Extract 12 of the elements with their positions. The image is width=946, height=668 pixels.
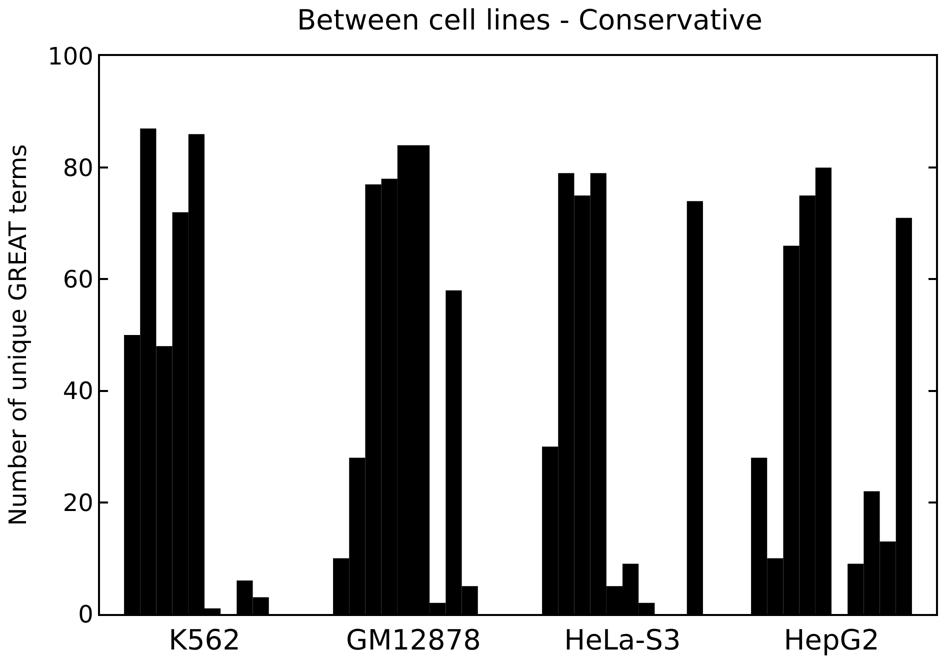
y-tick-label: 60 — [62, 266, 94, 294]
y-tick-label: 80 — [62, 154, 94, 182]
x-tick-label: HeLa-S3 — [564, 623, 681, 656]
x-tick-label: GM12878 — [346, 623, 481, 656]
y-tick-label: 40 — [62, 377, 94, 406]
y-tick-label: 100 — [48, 42, 94, 70]
chart-title: Between cell lines - Conservative — [296, 4, 763, 37]
y-tick-label: 0 — [78, 600, 94, 628]
y-tick-label: 20 — [62, 488, 94, 517]
x-tick-label: HepG2 — [784, 623, 880, 656]
x-tick-label: K562 — [168, 623, 240, 656]
y-axis-title: Number of unique GREAT terms — [4, 144, 32, 526]
